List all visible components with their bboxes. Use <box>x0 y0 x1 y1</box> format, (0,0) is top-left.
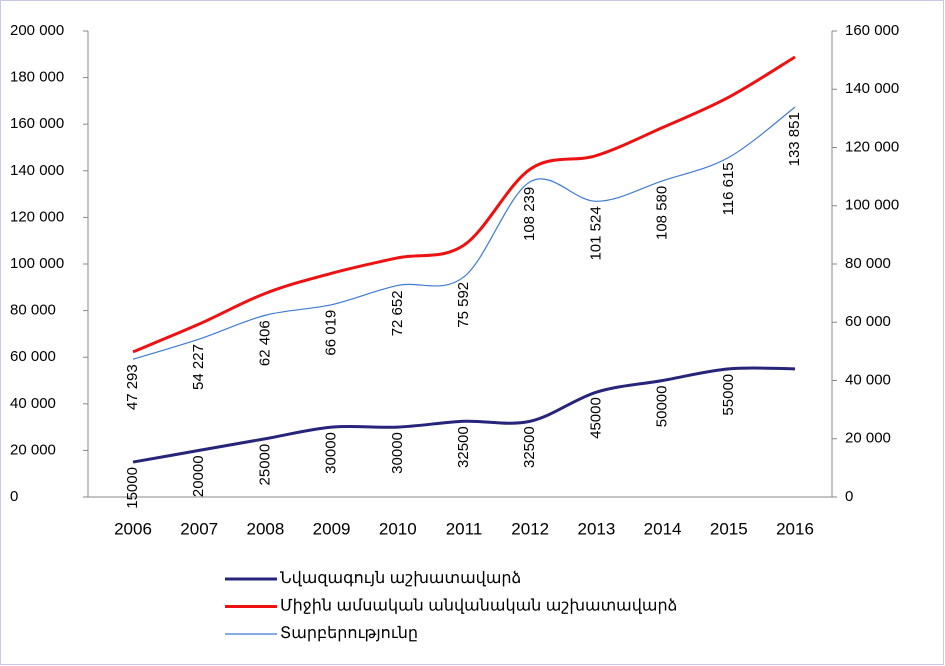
data-label: 15000 <box>124 467 141 509</box>
x-tick-label: 2010 <box>379 519 417 538</box>
data-label: 47 293 <box>124 364 141 410</box>
y-tick-label: 100 000 <box>10 255 64 272</box>
data-label: 108 580 <box>654 186 671 240</box>
data-label: 25000 <box>256 444 273 486</box>
data-label: 55000 <box>720 374 737 416</box>
y-tick-label: 120 000 <box>10 208 64 225</box>
y2-tick-label: 60 000 <box>845 313 891 330</box>
data-label: 66 019 <box>323 310 340 356</box>
data-label: 20000 <box>190 455 207 497</box>
x-tick-label: 2011 <box>446 519 483 538</box>
x-tick-label: 2009 <box>313 519 351 538</box>
y-tick-label: 0 <box>10 488 18 505</box>
data-label: 72 652 <box>389 290 406 336</box>
data-label: 108 239 <box>521 187 538 241</box>
series-line <box>132 366 796 464</box>
y2-tick-label: 100 000 <box>845 197 899 214</box>
x-tick-label: 2008 <box>246 519 284 538</box>
x-tick-label: 2016 <box>776 519 814 538</box>
y2-tick-label: 140 000 <box>845 80 899 97</box>
y-tick-label: 200 000 <box>10 22 64 39</box>
series-line <box>132 106 796 360</box>
x-tick-label: 2007 <box>180 519 218 538</box>
y2-tick-label: 80 000 <box>845 255 891 272</box>
data-label: 133 851 <box>786 112 803 166</box>
data-label: 45000 <box>587 397 604 439</box>
y-tick-label: 40 000 <box>10 395 56 412</box>
y2-tick-label: 20 000 <box>845 430 891 447</box>
x-tick-label: 2013 <box>577 519 615 538</box>
data-label: 30000 <box>389 432 406 474</box>
data-label: 32500 <box>521 426 538 468</box>
y-tick-label: 80 000 <box>10 302 56 319</box>
x-tick-label: 2012 <box>511 519 549 538</box>
y2-tick-label: 40 000 <box>845 371 891 388</box>
data-label: 54 227 <box>190 344 207 390</box>
data-label: 101 524 <box>587 206 604 260</box>
data-label: 75 592 <box>455 282 472 328</box>
y-tick-label: 60 000 <box>10 348 56 365</box>
y2-tick-label: 0 <box>845 488 853 505</box>
data-label: 116 615 <box>720 162 737 215</box>
x-tick-label: 2015 <box>710 519 748 538</box>
x-tick-label: 2006 <box>114 519 152 538</box>
y2-tick-label: 160 000 <box>845 22 899 39</box>
legend-label: Նվազագույն աշխատավարձ <box>280 570 521 587</box>
x-tick-label: 2014 <box>644 519 682 538</box>
legend-label: Միջին ամսական անվանական աշխատավարձ <box>280 598 677 615</box>
y2-tick-label: 120 000 <box>845 138 899 155</box>
y-tick-label: 180 000 <box>10 69 64 86</box>
data-label: 32500 <box>455 426 472 468</box>
data-label: 50000 <box>654 386 671 428</box>
y-tick-label: 140 000 <box>10 162 64 179</box>
legend-label: Տարբերությունը <box>280 625 418 642</box>
y-tick-label: 160 000 <box>10 115 64 132</box>
data-label: 62 406 <box>256 320 273 366</box>
data-label: 30000 <box>323 432 340 474</box>
series-line <box>132 55 796 354</box>
y-tick-label: 20 000 <box>10 441 56 458</box>
